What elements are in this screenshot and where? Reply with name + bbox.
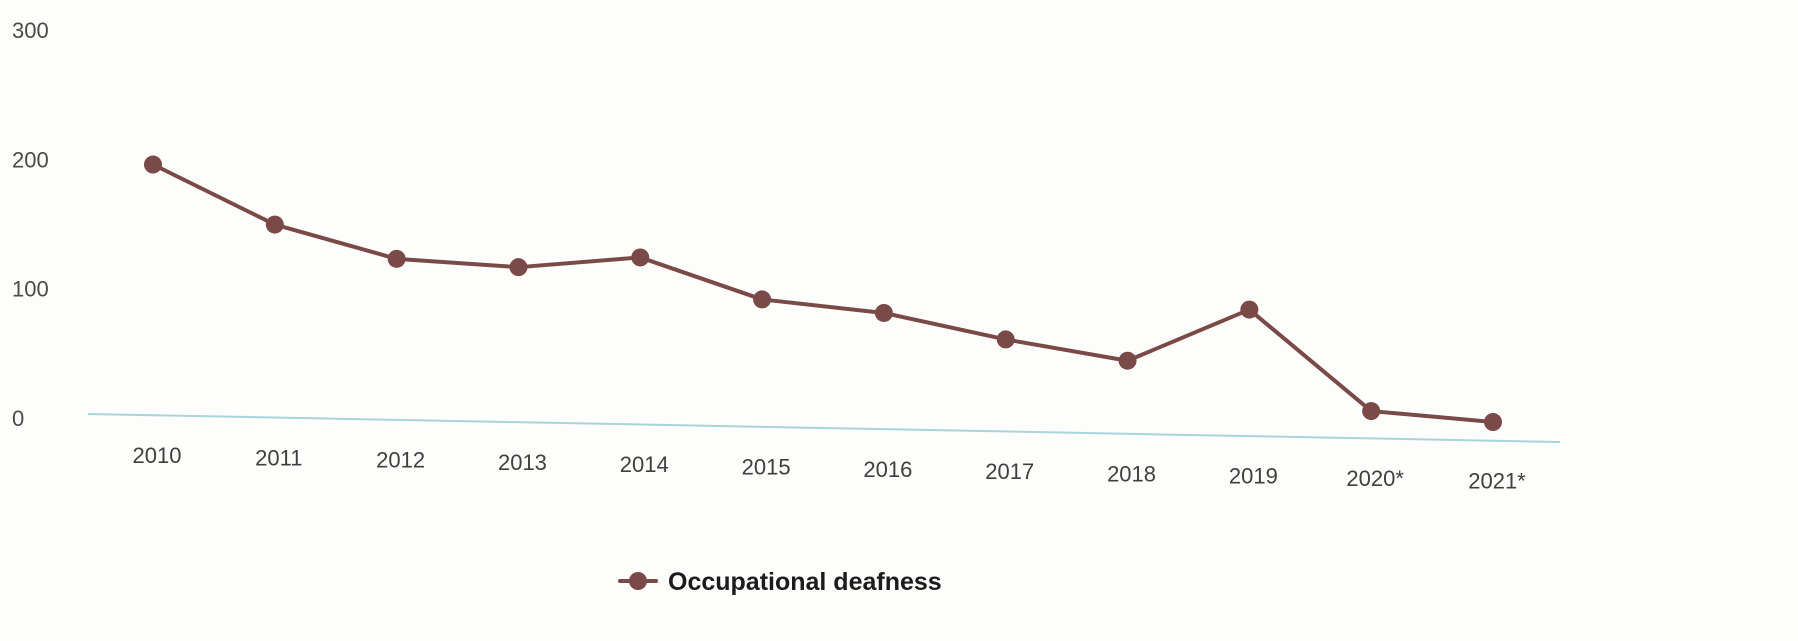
x-tick-label: 2012 (376, 448, 425, 473)
data-point (387, 249, 406, 268)
data-point (874, 303, 893, 322)
legend-marker (629, 572, 647, 590)
data-point (1484, 413, 1502, 432)
x-tick-label: 2015 (742, 455, 791, 480)
data-point (509, 258, 528, 277)
legend-label: Occupational deafness (668, 568, 942, 596)
x-tick-label: 2017 (985, 459, 1034, 484)
x-tick-label: 2019 (1229, 464, 1278, 489)
x-tick-label: 2014 (620, 452, 669, 477)
x-tick-label: 2011 (255, 445, 302, 470)
series-line-occupational-deafness (151, 162, 1495, 425)
data-point (144, 155, 162, 174)
data-point (1362, 402, 1381, 421)
data-point (265, 215, 284, 234)
legend: Occupational deafness (618, 568, 942, 596)
y-tick-label: 300 (12, 18, 49, 43)
x-tick-label: 2016 (863, 457, 912, 482)
data-point (1118, 351, 1137, 370)
y-tick-label: 0 (12, 406, 24, 431)
y-tick-label: 100 (12, 277, 49, 302)
x-tick-label: 2020* (1346, 466, 1404, 491)
x-tick-label: 2018 (1107, 461, 1156, 486)
y-tick-label: 200 (12, 147, 49, 172)
y-axis-ticks: 0 100 200 300 (12, 18, 49, 431)
data-point (1240, 300, 1259, 319)
x-axis-line (87, 413, 1561, 443)
x-tick-label: 2010 (133, 443, 182, 468)
data-point (996, 330, 1015, 349)
series-layer (144, 155, 1502, 432)
x-tick-label: 2021* (1468, 468, 1526, 493)
data-point (753, 290, 772, 309)
x-axis-ticks: 2010 2011 2012 2013 2014 2015 2016 2017 2018 2019… (133, 443, 1527, 493)
x-tick-label: 2013 (498, 450, 547, 475)
data-point (631, 248, 650, 267)
